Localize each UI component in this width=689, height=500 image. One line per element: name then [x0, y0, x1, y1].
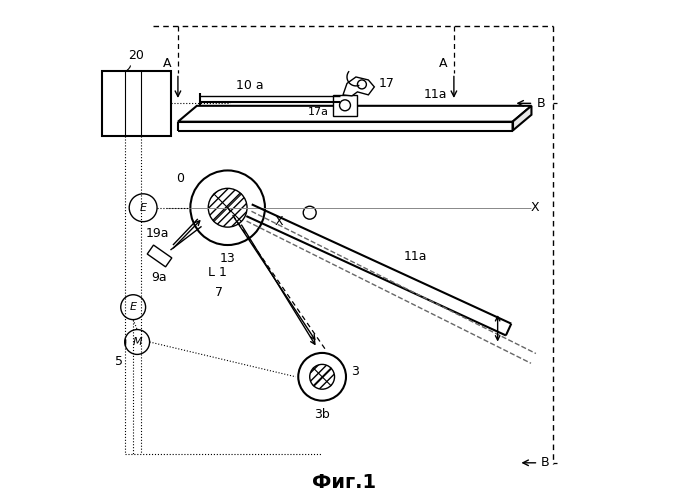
Circle shape	[340, 100, 351, 111]
Text: 0: 0	[176, 172, 185, 186]
Text: 17a: 17a	[307, 107, 329, 117]
Circle shape	[310, 364, 335, 389]
Text: E: E	[130, 302, 136, 312]
Circle shape	[121, 294, 145, 320]
Text: 3b: 3b	[314, 408, 330, 421]
Text: 10 a: 10 a	[236, 80, 264, 92]
Text: Фиг.1: Фиг.1	[312, 473, 377, 492]
FancyBboxPatch shape	[333, 95, 357, 116]
Text: 19a: 19a	[145, 226, 169, 239]
Polygon shape	[343, 77, 374, 96]
Text: 3: 3	[351, 366, 359, 378]
Text: A: A	[163, 57, 172, 70]
Text: X: X	[274, 215, 283, 228]
Text: X: X	[531, 201, 539, 214]
Text: 17: 17	[378, 77, 394, 90]
Circle shape	[208, 188, 247, 227]
Text: 5: 5	[115, 356, 123, 368]
FancyBboxPatch shape	[102, 71, 172, 136]
Text: 13: 13	[220, 252, 236, 266]
Text: E: E	[140, 202, 147, 212]
Text: 9a: 9a	[152, 272, 167, 284]
Circle shape	[125, 330, 150, 354]
Circle shape	[190, 170, 265, 245]
Text: 11a: 11a	[404, 250, 428, 263]
Circle shape	[130, 194, 157, 222]
Text: 11a: 11a	[424, 88, 448, 101]
Text: A: A	[439, 57, 447, 70]
Text: M: M	[132, 337, 142, 347]
Circle shape	[303, 206, 316, 219]
Text: B: B	[537, 97, 545, 110]
Circle shape	[298, 353, 346, 401]
Circle shape	[358, 80, 367, 89]
Polygon shape	[147, 245, 172, 267]
Text: 20: 20	[127, 49, 143, 62]
Text: 7: 7	[215, 286, 223, 299]
Text: L 1: L 1	[208, 266, 227, 279]
Text: B: B	[541, 456, 550, 469]
Polygon shape	[513, 106, 531, 130]
Polygon shape	[178, 106, 531, 122]
